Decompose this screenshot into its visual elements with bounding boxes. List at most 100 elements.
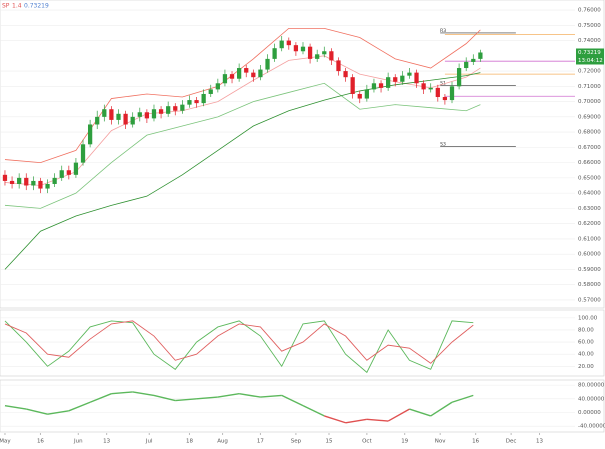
osc-segment [409,408,431,417]
y-tick-label: 0.74000 [578,38,601,44]
x-tick-label: Oct [362,439,372,445]
candle-body [123,113,128,125]
osc-segment [132,391,155,397]
candle-body [229,74,235,79]
osc-segment [47,410,69,415]
osc-segment [451,394,474,403]
candle-body [400,75,405,82]
header-value: 1.4 [12,3,22,10]
y-tick-label: 0.76000 [578,8,601,14]
indicator-line [4,82,481,209]
candle-body [151,109,157,119]
panel-border [0,379,605,433]
x-tick-label: 17 [257,439,264,445]
candle-body [52,177,57,184]
osc-segment [89,393,112,403]
candle-body [350,77,355,94]
x-tick-label: 18 [186,439,193,445]
x-tick-label: 16 [472,439,479,445]
candle-body [393,77,398,82]
osc-segment [302,405,325,417]
osc-segment [68,401,91,412]
candle-body [279,40,284,49]
candle-body [237,68,242,79]
indicator-line [4,72,481,270]
candle-body [66,170,71,175]
time-label: 13:04:12 [578,58,603,64]
osc-segment [430,401,453,417]
candle-body [187,100,192,105]
indicator-line [4,27,481,164]
candle-body [478,52,483,59]
candle-body [407,72,412,76]
candle-body [166,106,171,114]
candle-body [329,51,334,61]
candle-body [95,116,100,125]
y-tick-label: 0.68000 [578,130,601,136]
candle-body [442,97,448,101]
candle-body [293,45,299,52]
osc-segment [260,394,282,398]
candle-body [386,77,391,88]
candle-body [194,100,199,104]
candle-body [102,109,107,117]
candle-body [265,58,270,70]
y-tick-label: 0.60000 [578,252,601,258]
candle-body [378,83,384,88]
candle-body [244,68,249,73]
y-tick-label: 0.62000 [578,221,601,227]
candle-body [116,113,121,120]
candle-body [471,58,476,62]
y-tick-label: 0.63000 [578,206,601,212]
y-tick-label: 0.65000 [578,175,601,181]
y-tick-label: 0.57000 [578,297,601,303]
osc-segment [4,404,27,410]
symbol: SP [2,3,10,10]
y-tick-label: 20.00 [578,364,594,370]
x-tick-label: Aug [217,439,228,445]
candle-body [449,86,455,101]
pivot-label: S3 [440,142,446,148]
osc-segment [111,391,133,395]
x-tick-label: Nov [435,439,446,445]
y-tick-label: 0.58000 [578,282,601,288]
candle-body [180,104,185,111]
y-tick-label: 0.72000 [578,69,601,75]
x-tick-label: 16 [37,439,44,445]
osc-segment [175,398,197,402]
candle-body [38,180,43,189]
pivot-label: R3 [440,28,446,34]
x-tick-label: Jul [145,439,153,445]
y-tick-label: 0.61000 [578,236,601,242]
osc-segment [239,392,261,398]
candle-body [109,109,114,120]
last-price-box [576,48,604,57]
candle-body [435,87,440,98]
candle-body [222,74,228,84]
candle-body [357,93,362,99]
y-tick-label: 0.64000 [578,191,601,197]
candle-body [307,46,313,59]
osc-segment [196,396,218,400]
candle-body [173,106,178,111]
candle-body [201,93,206,104]
osc-segment [387,408,410,422]
x-tick-label: 13 [103,439,110,445]
candle-body [336,60,341,72]
candle-body [421,83,426,90]
candle-body [251,72,256,78]
candle-body [59,170,64,178]
x-tick-label: May [0,439,11,445]
y-tick-label: 0.00000 [578,410,601,416]
candle-body [80,144,86,163]
y-tick-label: 80.00 [578,327,594,333]
candle-body [364,89,369,99]
y-tick-label: 0.71000 [578,84,601,90]
x-tick-label: 15 [326,439,333,445]
candle-body [137,112,142,117]
header-price: 0.73219 [24,3,49,10]
osc-segment [153,394,176,402]
y-tick-label: -40.00000 [578,424,605,430]
candle-body [456,68,462,87]
